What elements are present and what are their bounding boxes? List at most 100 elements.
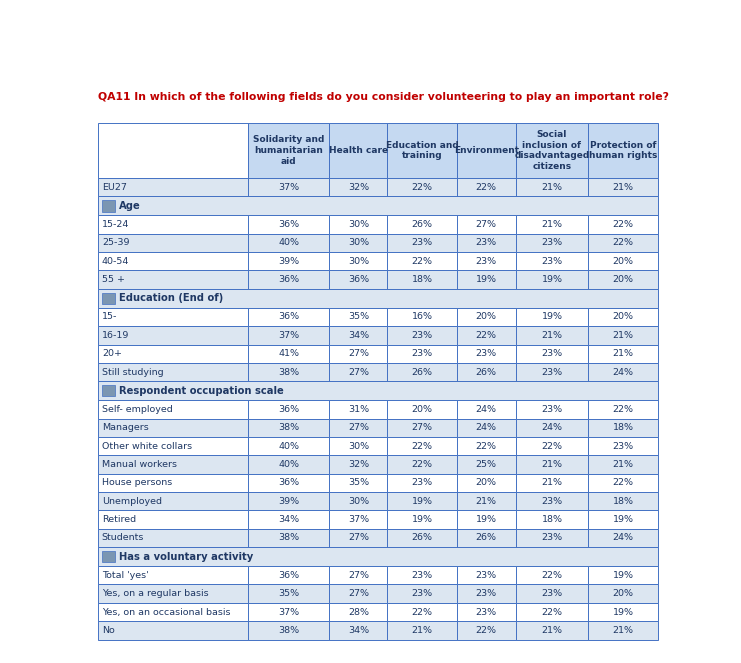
Text: Yes, on an occasional basis: Yes, on an occasional basis: [102, 607, 230, 617]
Bar: [330, 566, 388, 585]
Bar: [330, 603, 388, 621]
Text: Managers: Managers: [102, 423, 148, 432]
Bar: [330, 492, 388, 511]
Bar: [99, 363, 248, 381]
Bar: [388, 363, 456, 381]
Text: 36%: 36%: [278, 479, 299, 487]
Text: 30%: 30%: [348, 497, 369, 506]
Bar: [330, 455, 388, 473]
Bar: [102, 551, 115, 562]
Bar: [588, 363, 658, 381]
Text: 24%: 24%: [613, 534, 634, 542]
Bar: [99, 566, 248, 585]
Text: 16-19: 16-19: [102, 331, 129, 340]
Text: 15-24: 15-24: [102, 220, 129, 229]
Bar: [516, 585, 588, 603]
Bar: [330, 215, 388, 234]
Bar: [99, 418, 248, 437]
Text: 34%: 34%: [348, 626, 369, 635]
Text: 26%: 26%: [476, 367, 496, 377]
Bar: [456, 234, 516, 252]
Text: 22%: 22%: [411, 460, 433, 469]
Bar: [588, 271, 658, 289]
Bar: [456, 308, 516, 326]
Bar: [102, 385, 115, 396]
Bar: [388, 621, 456, 640]
Bar: [388, 529, 456, 547]
Bar: [330, 418, 388, 437]
Text: Age: Age: [119, 201, 141, 211]
Text: Unemployed: Unemployed: [102, 497, 162, 506]
Text: 27%: 27%: [348, 349, 369, 358]
Text: 34%: 34%: [348, 331, 369, 340]
Text: 36%: 36%: [348, 275, 369, 284]
Text: 22%: 22%: [476, 331, 496, 340]
Text: Manual workers: Manual workers: [102, 460, 177, 469]
Bar: [248, 585, 330, 603]
Bar: [588, 178, 658, 196]
Text: 40-54: 40-54: [102, 257, 129, 266]
Bar: [330, 363, 388, 381]
Text: 24%: 24%: [476, 405, 496, 414]
Text: 21%: 21%: [613, 349, 634, 358]
Bar: [99, 437, 248, 455]
Text: 38%: 38%: [278, 423, 299, 432]
Bar: [99, 178, 248, 196]
Bar: [516, 363, 588, 381]
Text: 23%: 23%: [476, 607, 496, 617]
Bar: [330, 271, 388, 289]
Text: 27%: 27%: [348, 367, 369, 377]
Text: 21%: 21%: [476, 497, 496, 506]
Text: 21%: 21%: [613, 460, 634, 469]
Bar: [588, 473, 658, 492]
Text: 19%: 19%: [542, 312, 562, 322]
Text: 19%: 19%: [613, 571, 634, 579]
Bar: [388, 566, 456, 585]
Text: 22%: 22%: [411, 183, 433, 192]
Text: 25%: 25%: [476, 460, 496, 469]
Text: 26%: 26%: [476, 534, 496, 542]
Bar: [248, 529, 330, 547]
Bar: [99, 547, 658, 566]
Text: 23%: 23%: [542, 405, 562, 414]
Bar: [456, 566, 516, 585]
Bar: [516, 215, 588, 234]
Text: Solidarity and
humanitarian
aid: Solidarity and humanitarian aid: [253, 135, 325, 166]
Text: 41%: 41%: [279, 349, 299, 358]
Text: 30%: 30%: [348, 220, 369, 229]
Bar: [99, 585, 248, 603]
Bar: [330, 308, 388, 326]
Bar: [456, 271, 516, 289]
Bar: [516, 603, 588, 621]
Bar: [588, 621, 658, 640]
Text: Students: Students: [102, 534, 144, 542]
Text: 19%: 19%: [613, 607, 634, 617]
Text: 38%: 38%: [278, 367, 299, 377]
Bar: [456, 345, 516, 363]
Bar: [99, 603, 248, 621]
Bar: [456, 511, 516, 529]
Bar: [330, 178, 388, 196]
Bar: [456, 473, 516, 492]
Bar: [588, 326, 658, 345]
Text: 30%: 30%: [348, 442, 369, 451]
Text: 27%: 27%: [476, 220, 496, 229]
Bar: [456, 252, 516, 271]
Bar: [388, 326, 456, 345]
Text: 22%: 22%: [476, 183, 496, 192]
Text: 31%: 31%: [348, 405, 369, 414]
Text: 19%: 19%: [613, 515, 634, 524]
Bar: [248, 455, 330, 473]
Bar: [388, 437, 456, 455]
Text: 22%: 22%: [411, 257, 433, 266]
Bar: [388, 345, 456, 363]
Text: 22%: 22%: [613, 405, 634, 414]
Bar: [516, 271, 588, 289]
Bar: [248, 437, 330, 455]
Text: 19%: 19%: [542, 275, 562, 284]
Text: 18%: 18%: [411, 275, 433, 284]
Bar: [248, 178, 330, 196]
Bar: [99, 621, 248, 640]
Text: 22%: 22%: [613, 239, 634, 247]
Bar: [516, 308, 588, 326]
